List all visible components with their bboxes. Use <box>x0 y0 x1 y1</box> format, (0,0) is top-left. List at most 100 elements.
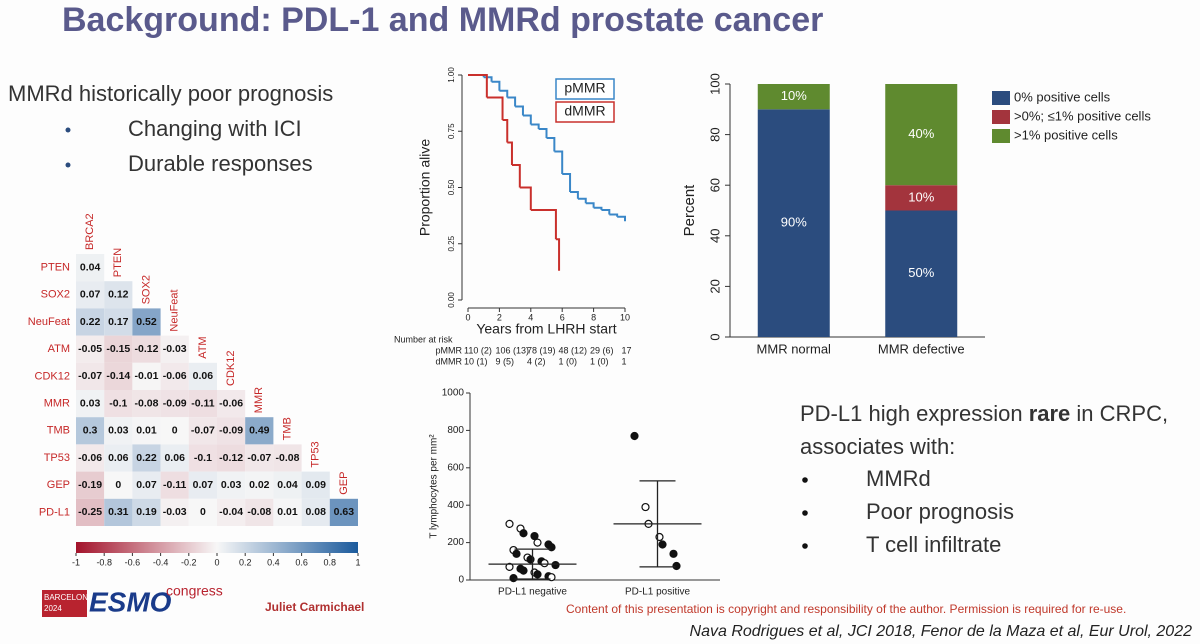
heat-cell <box>273 444 302 472</box>
column-label: PTEN <box>112 248 124 277</box>
column-label: CDK12 <box>225 351 237 386</box>
y-tick-label: 800 <box>447 425 464 436</box>
cell-value: 0.52 <box>136 316 157 328</box>
legend-box <box>555 101 615 123</box>
cell-value: 0.03 <box>80 397 101 409</box>
heat-cell <box>76 471 105 499</box>
legend-label: 0% positive cells <box>1014 89 1111 104</box>
risk-cell: 29 (6) <box>590 345 614 355</box>
y-tick-label: 200 <box>447 537 464 548</box>
cell-value: -0.09 <box>163 397 187 409</box>
cell-value: -0.08 <box>276 452 300 464</box>
heat-cell <box>132 362 161 390</box>
data-point <box>630 431 639 441</box>
x-axis-label: Years from LHRH start <box>476 321 616 337</box>
legend-swatch <box>992 129 1010 143</box>
y-tick-label: 600 <box>447 462 464 473</box>
heat-cell <box>76 335 105 363</box>
survival-step <box>519 186 532 210</box>
heat-cell <box>301 471 330 499</box>
cell-value: -0.11 <box>191 397 215 409</box>
heat-cell <box>273 498 302 526</box>
survival-step <box>617 215 626 222</box>
data-point <box>512 549 521 558</box>
column-label: TP53 <box>310 441 322 467</box>
heading-part: in CRPC, <box>1070 401 1168 426</box>
logo-name: ESMO <box>89 586 172 617</box>
heat-cell <box>76 308 105 336</box>
survival-step <box>522 114 532 125</box>
heat-cell <box>188 444 217 472</box>
heat-cell <box>188 498 217 526</box>
bullet-dot <box>65 127 71 133</box>
cell-value: 0.03 <box>221 479 242 491</box>
y-tick-label: 40 <box>707 229 722 243</box>
heat-cell <box>132 335 161 363</box>
cell-value: -0.03 <box>163 506 187 518</box>
data-point <box>509 574 518 583</box>
cell-value: 0.63 <box>334 506 355 518</box>
survival-step <box>601 209 611 215</box>
cell-value: -0.12 <box>219 452 243 464</box>
heat-cell <box>132 444 161 472</box>
bar-segment <box>885 84 958 186</box>
heat-cell <box>76 390 105 418</box>
column-label: SOX2 <box>140 275 152 304</box>
y-tick-label: 1000 <box>442 388 465 399</box>
risk-cell: 1 <box>622 356 627 366</box>
y-tick-label: 0.25 <box>447 235 456 251</box>
cell-value: -0.07 <box>247 452 271 464</box>
heat-cell <box>160 498 189 526</box>
heat-cell <box>273 471 302 499</box>
logo-city: BARCELONA <box>44 593 94 602</box>
heat-cell <box>245 471 274 499</box>
colorbar-tick-label: -0.4 <box>153 557 169 567</box>
row-label: TMB <box>47 425 70 437</box>
cell-value: 0.07 <box>193 479 214 491</box>
colorbar-tick-label: -0.2 <box>181 557 197 567</box>
heat-cell <box>76 281 105 309</box>
data-point <box>658 540 667 549</box>
y-tick-label: 400 <box>447 500 464 511</box>
copyright: Content of this presentation is copyrigh… <box>566 602 1126 616</box>
data-point <box>540 559 549 568</box>
data-point <box>505 519 514 529</box>
risk-cell: 110 (2) <box>464 345 492 355</box>
column-label: ATM <box>197 336 209 358</box>
heat-cell <box>104 308 133 336</box>
heat-cell <box>132 308 161 336</box>
x-tick-label: 0 <box>465 312 470 322</box>
heat-cell <box>76 417 105 445</box>
y-tick-label: 1.00 <box>447 67 456 83</box>
cell-value: -0.05 <box>78 343 102 355</box>
row-label: CDK12 <box>35 370 70 382</box>
bullet-text: MMRd <box>866 466 931 491</box>
legend-label: >0%; ≤1% positive cells <box>1014 108 1151 123</box>
legend-swatch <box>992 110 1010 124</box>
cell-value: 0.04 <box>80 261 101 273</box>
y-tick-label: 0.00 <box>447 292 456 308</box>
cell-value: -0.06 <box>163 370 187 382</box>
cell-value: -0.04 <box>219 506 243 518</box>
y-tick-label: 0.75 <box>447 123 456 139</box>
risk-title: Number at risk <box>394 334 453 344</box>
survival-step <box>546 137 556 152</box>
heat-cell <box>104 362 133 390</box>
column-label: NeuFeat <box>169 289 181 331</box>
cell-value: 0.12 <box>108 289 129 301</box>
heading-part: rare <box>1029 401 1071 426</box>
y-tick-label: 20 <box>707 279 722 293</box>
survival-step <box>554 150 564 174</box>
heat-cell <box>217 390 246 418</box>
heat-cell <box>245 498 274 526</box>
cell-value: -0.03 <box>163 343 187 355</box>
colorbar-tick-label: 0.8 <box>324 557 337 567</box>
survival-step <box>562 173 572 192</box>
heat-cell <box>132 498 161 526</box>
survival-step <box>530 123 540 129</box>
heat-cell <box>245 417 274 445</box>
cell-value: 0.22 <box>136 452 157 464</box>
cell-value: 0.01 <box>136 425 157 437</box>
cell-value: 0 <box>115 479 121 491</box>
